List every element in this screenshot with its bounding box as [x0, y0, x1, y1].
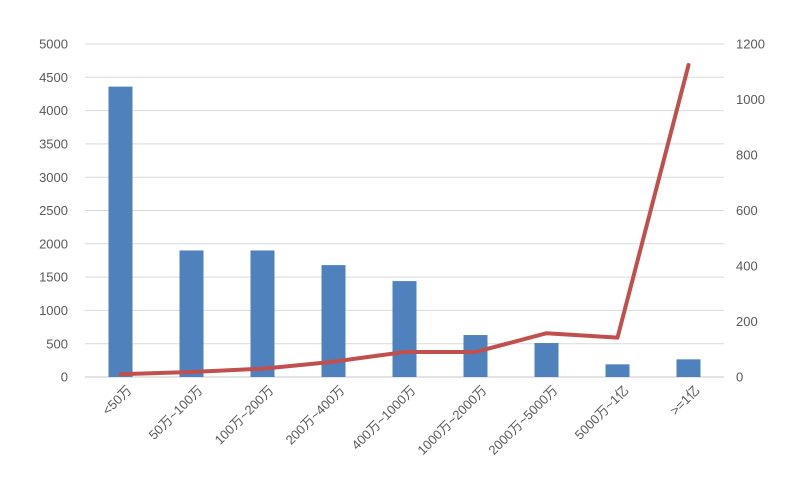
- bar: [676, 359, 701, 377]
- bar: [463, 335, 488, 377]
- bar: [250, 250, 275, 377]
- bar: [108, 86, 133, 378]
- y2-axis-tick-label: 0: [736, 370, 743, 385]
- y-axis-tick-label: 4000: [39, 103, 68, 118]
- bar: [392, 281, 417, 377]
- y-axis-tick-label: 5000: [39, 37, 68, 52]
- y-axis-tick-label: 2000: [39, 236, 68, 251]
- y-axis-tick-label: 1000: [39, 303, 68, 318]
- y2-axis-tick-label: 600: [736, 203, 758, 218]
- bar: [321, 265, 346, 377]
- y2-axis-tick-label: 200: [736, 314, 758, 329]
- y-axis-tick-label: 3000: [39, 170, 68, 185]
- y-axis-tick-label: 1500: [39, 270, 68, 285]
- y-axis-tick-label: 4500: [39, 70, 68, 85]
- y-axis-tick-label: 3500: [39, 136, 68, 151]
- y-axis-tick-label: 2500: [39, 203, 68, 218]
- y2-axis-tick-label: 400: [736, 259, 758, 274]
- bar: [179, 250, 204, 377]
- y2-axis-tick-label: 1200: [736, 37, 765, 52]
- y2-axis-tick-label: 1000: [736, 92, 765, 107]
- bar: [605, 364, 630, 377]
- y2-axis-tick-label: 800: [736, 148, 758, 163]
- y-axis-tick-label: 500: [46, 336, 68, 351]
- line-series: [118, 63, 691, 377]
- y-axis-tick-label: 0: [61, 370, 68, 385]
- bar: [534, 343, 559, 377]
